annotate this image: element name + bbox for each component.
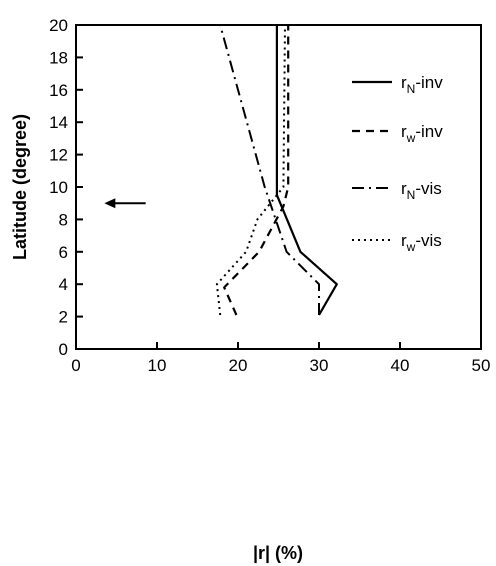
y-tick-label: 2 (59, 308, 68, 327)
x-tick-label: 20 (229, 356, 248, 375)
series-line-rw-vis (215, 24, 286, 316)
series-line-rN-inv (275, 25, 338, 316)
series-line-rw-inv (223, 25, 290, 316)
y-tick-label: 14 (49, 113, 68, 132)
x-axis-title: |r| (%) (253, 543, 303, 563)
annotation-layer (104, 198, 146, 209)
legend-label-rN-vis: rN-vis (401, 179, 442, 202)
y-tick-label: 16 (49, 81, 68, 100)
arrow-left-icon (104, 198, 116, 209)
y-tick-label: 10 (49, 178, 68, 197)
x-tick-label: 50 (472, 356, 491, 375)
legend-label-rw-inv: rw-inv (401, 122, 443, 145)
axis-ticks: 0 10 20 30 40 50 0 2 4 6 8 10 12 14 16 18 20 (49, 16, 490, 375)
x-tick-label: 10 (148, 356, 167, 375)
y-tick-label: 4 (59, 275, 68, 294)
series-line-rN-vis (219, 24, 320, 315)
y-tick-label: 18 (49, 48, 68, 67)
legend-label-rN-inv: rN-inv (401, 73, 443, 96)
y-tick-label: 8 (59, 210, 68, 229)
y-tick-label: 12 (49, 146, 68, 165)
legend: rN-inv rw-inv rN-vis rw-vis (352, 73, 443, 254)
y-tick-label: 20 (49, 16, 68, 35)
y-tick-label: 0 (59, 340, 68, 359)
series-layer (215, 24, 338, 316)
x-tick-label: 40 (391, 356, 410, 375)
legend-label-rw-vis: rw-vis (401, 231, 442, 254)
x-tick-label: 30 (310, 356, 329, 375)
x-tick-label: 0 (71, 356, 80, 375)
y-axis-title: Latitude (degree) (10, 114, 30, 260)
y-tick-label: 6 (59, 243, 68, 262)
